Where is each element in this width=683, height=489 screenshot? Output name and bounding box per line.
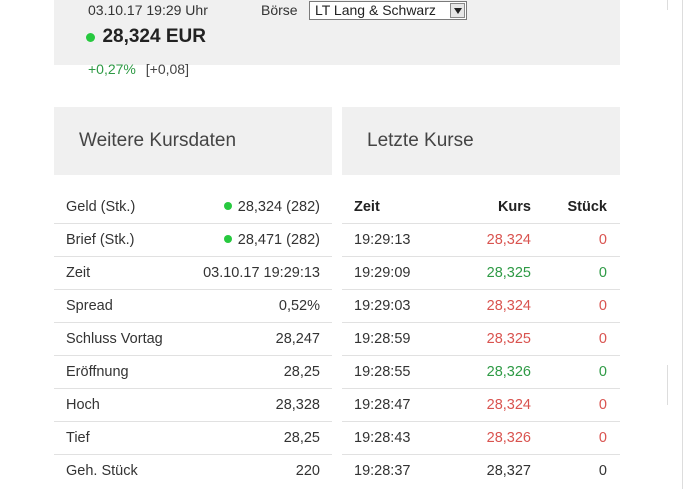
kursdaten-label: Geh. Stück xyxy=(66,463,138,479)
cell-stueck: 0 xyxy=(598,364,607,380)
table-row: 19:28:47 28,324 0 xyxy=(342,389,620,422)
exchange-label: Börse xyxy=(261,2,298,18)
cell-kurs: 28,325 xyxy=(486,265,531,281)
kursdaten-row: Brief (Stk.) 28,471 (282) xyxy=(54,224,332,257)
kursdaten-row: Geld (Stk.) 28,324 (282) xyxy=(54,191,332,224)
cell-stueck: 0 xyxy=(598,298,607,314)
kursdaten-value-text: 28,247 xyxy=(275,331,320,347)
live-status-dot-icon xyxy=(86,32,95,42)
divider xyxy=(667,365,668,405)
kursdaten-value: 28,25 xyxy=(284,356,320,388)
kursdaten-value-text: 28,471 (282) xyxy=(237,232,320,248)
kursdaten-label: Spread xyxy=(66,298,113,314)
kursdaten-row: Eröffnung 28,25 xyxy=(54,356,332,389)
cell-kurs: 28,326 xyxy=(486,364,531,380)
cell-kurs: 28,324 xyxy=(486,298,531,314)
table-row: 19:29:09 28,325 0 xyxy=(342,257,620,290)
kursdaten-label: Schluss Vortag xyxy=(66,331,163,347)
quote-price-row: 28,324 EUR xyxy=(86,26,206,48)
kursdaten-row: Spread 0,52% xyxy=(54,290,332,323)
cell-stueck: 0 xyxy=(598,463,607,479)
table-row: 19:28:59 28,325 0 xyxy=(342,323,620,356)
cell-stueck: 0 xyxy=(598,265,607,281)
cell-stueck: 0 xyxy=(598,331,607,347)
exchange-selected-value: LT Lang & Schwarz xyxy=(315,2,436,18)
table-row: 19:28:43 28,326 0 xyxy=(342,422,620,455)
header-zeit: Zeit xyxy=(354,199,380,215)
cell-kurs: 28,326 xyxy=(486,430,531,446)
quote-change-percent: +0,27% xyxy=(88,61,136,77)
quote-datetime: 03.10.17 19:29 Uhr xyxy=(88,2,208,18)
kursdaten-row: Geh. Stück 220 xyxy=(54,455,332,487)
cell-zeit: 19:29:13 xyxy=(354,232,411,248)
kursdaten-label: Geld (Stk.) xyxy=(66,199,136,215)
cell-stueck: 0 xyxy=(598,430,607,446)
kursdaten-value: 03.10.17 19:29:13 xyxy=(203,257,320,289)
kursdaten-label: Eröffnung xyxy=(66,364,129,380)
quote-change-absolute: [+0,08] xyxy=(145,61,189,77)
kursdaten-value: 28,328 xyxy=(276,389,320,421)
kursdaten-value: 28,247 xyxy=(276,323,320,355)
kursdaten-row: Tief 28,25 xyxy=(54,422,332,455)
table-row: 19:29:13 28,324 0 xyxy=(342,224,620,257)
kursdaten-label: Tief xyxy=(66,430,90,446)
divider xyxy=(667,0,668,10)
kursdaten-row: Hoch 28,328 xyxy=(54,389,332,422)
cell-kurs: 28,325 xyxy=(486,331,531,347)
table-row: 19:28:37 28,327 0 xyxy=(342,455,620,487)
kursdaten-value-text: 28,328 xyxy=(275,397,320,413)
cell-kurs: 28,324 xyxy=(486,232,531,248)
kursdaten-value: 28,324 (282) xyxy=(223,191,320,223)
cell-kurs: 28,327 xyxy=(486,463,531,479)
letzte-kurse-table: Zeit Kurs Stück 19:29:13 28,324 0 19:29:09 2… xyxy=(342,191,620,487)
kursdaten-value-text: 28,25 xyxy=(283,364,320,380)
header-kurs: Kurs xyxy=(497,199,531,215)
cell-zeit: 19:28:47 xyxy=(354,397,411,413)
kursdaten-value-text: 03.10.17 19:29:13 xyxy=(203,265,320,281)
kursdaten-value-text: 0,52% xyxy=(278,298,320,314)
kursdaten-label: Hoch xyxy=(66,397,100,413)
weitere-kursdaten-table: Geld (Stk.) 28,324 (282) Brief (Stk.) 28,47… xyxy=(54,191,332,487)
weitere-kursdaten-title: Weitere Kursdaten xyxy=(54,107,332,175)
cell-kurs: 28,324 xyxy=(486,397,531,413)
cell-zeit: 19:28:37 xyxy=(354,463,411,479)
live-status-dot-icon xyxy=(223,235,232,244)
kursdaten-label: Brief (Stk.) xyxy=(66,232,135,248)
cell-stueck: 0 xyxy=(598,232,607,248)
table-row: 19:29:03 28,324 0 xyxy=(342,290,620,323)
kursdaten-value-text: 28,324 (282) xyxy=(237,199,320,215)
kursdaten-value: 28,25 xyxy=(284,422,320,454)
table-row: 19:28:55 28,326 0 xyxy=(342,356,620,389)
kursdaten-value: 0,52% xyxy=(279,290,320,322)
header-stueck: Stück xyxy=(567,199,608,215)
table-header-row: Zeit Kurs Stück xyxy=(342,191,620,224)
kursdaten-row: Zeit 03.10.17 19:29:13 xyxy=(54,257,332,290)
kursdaten-value: 28,471 (282) xyxy=(223,224,320,256)
kursdaten-label: Zeit xyxy=(66,265,91,281)
kursdaten-value: 220 xyxy=(296,455,320,487)
live-status-dot-icon xyxy=(223,202,232,211)
quote-price: 28,324 EUR xyxy=(102,26,206,47)
kursdaten-row: Schluss Vortag 28,247 xyxy=(54,323,332,356)
quote-change: +0,27% [+0,08] xyxy=(88,61,189,77)
exchange-select[interactable]: LT Lang & Schwarz xyxy=(309,1,467,20)
cell-zeit: 19:29:03 xyxy=(354,298,411,314)
kursdaten-value-text: 28,25 xyxy=(283,430,320,446)
cell-zeit: 19:29:09 xyxy=(354,265,411,281)
cell-zeit: 19:28:59 xyxy=(354,331,411,347)
cell-zeit: 19:28:55 xyxy=(354,364,411,380)
letzte-kurse-title: Letzte Kurse xyxy=(342,107,620,175)
cell-stueck: 0 xyxy=(598,397,607,413)
cell-zeit: 19:28:43 xyxy=(354,430,411,446)
kursdaten-value-text: 220 xyxy=(295,463,320,479)
chevron-down-icon[interactable] xyxy=(450,3,465,18)
